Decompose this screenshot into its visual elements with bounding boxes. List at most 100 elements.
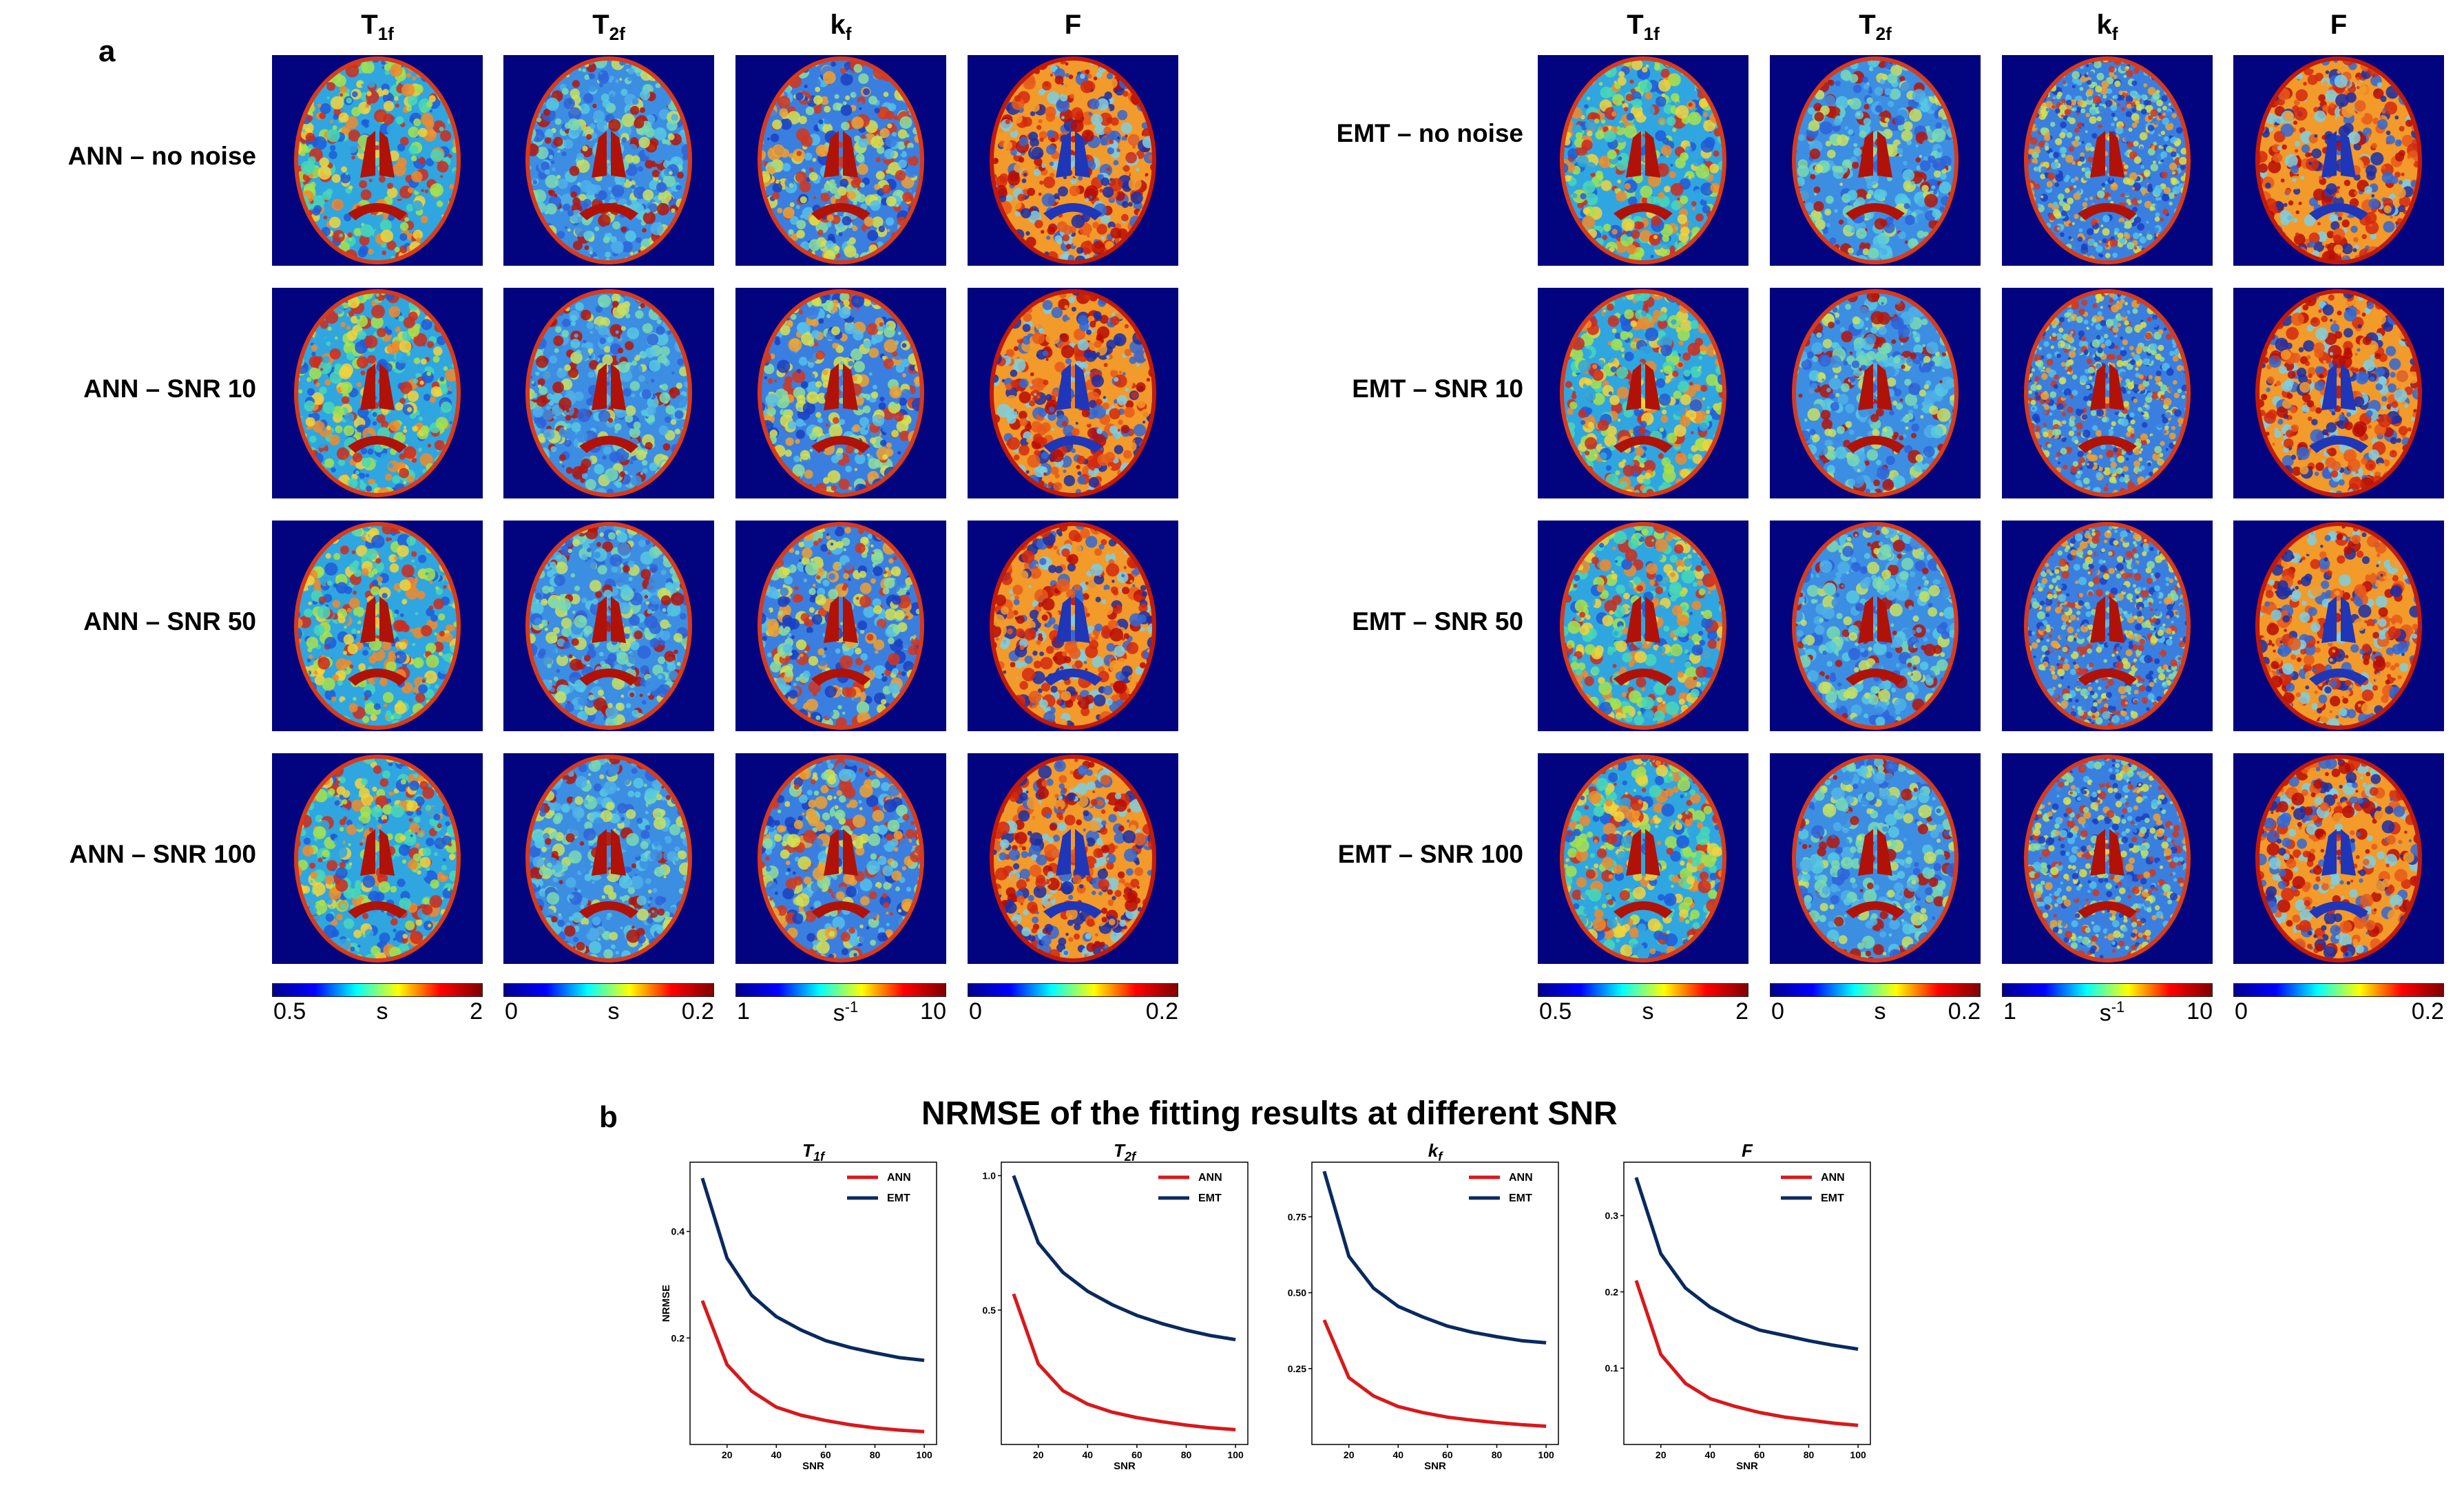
right-map-r4-c4 xyxy=(2233,753,2444,964)
x-tick-label: 40 xyxy=(771,1449,782,1460)
y-tick-label: 0.75 xyxy=(1288,1211,1306,1222)
right-map-r2-c2 xyxy=(1770,288,1981,498)
left-map-r2-c3 xyxy=(735,288,946,498)
right-colorbar-1-unit: s xyxy=(1642,998,1654,1025)
legend-label-ann: ANN xyxy=(1198,1172,1222,1184)
left-map-r3-c3 xyxy=(735,521,946,731)
x-tick-label: 100 xyxy=(1227,1449,1244,1460)
left-colorbar-1-unit: s xyxy=(377,998,388,1025)
right-row-label-4: EMT – SNR 100 xyxy=(1338,840,1523,869)
right-map-r4-c3 xyxy=(2002,753,2213,964)
left-map-r4-c1 xyxy=(272,753,483,964)
x-tick-label: 20 xyxy=(1656,1449,1667,1460)
col-head-base: T xyxy=(361,10,377,40)
left-colorbar-1 xyxy=(272,983,483,997)
left-row-label-2: ANN – SNR 10 xyxy=(83,375,256,403)
right-colorbar-4-min: 0 xyxy=(2235,998,2248,1025)
left-colorbar-2-unit: s xyxy=(608,998,620,1025)
x-tick-label: 100 xyxy=(916,1449,932,1460)
right-map-r3-c3 xyxy=(2002,521,2213,731)
right-map-r2-c1 xyxy=(1538,288,1748,498)
x-tick-label: 80 xyxy=(870,1449,881,1460)
left-map-r4-c4 xyxy=(968,753,1178,964)
panel-b-title: NRMSE of the fitting results at differen… xyxy=(921,1095,1618,1133)
right-colorbar-3-min: 1 xyxy=(2003,998,2016,1025)
legend-label-emt: EMT xyxy=(1198,1192,1222,1204)
left-colorbar-4-min: 0 xyxy=(969,998,982,1025)
right-map-r1-c4 xyxy=(2233,55,2444,266)
y-tick-label: 0.2 xyxy=(1605,1286,1619,1297)
right-map-r3-c1 xyxy=(1538,521,1748,731)
left-map-r4-c2 xyxy=(503,753,714,964)
left-colorbar-3-max: 10 xyxy=(920,998,946,1025)
left-map-r2-c4 xyxy=(968,288,1178,498)
left-map-r1-c3 xyxy=(735,55,946,266)
chart-title: kf xyxy=(1428,1142,1443,1164)
x-tick-label: 20 xyxy=(1033,1449,1044,1460)
left-colorbar-3-unit: s-1 xyxy=(833,998,859,1027)
right-map-r1-c2 xyxy=(1770,55,1981,266)
x-tick-label: 100 xyxy=(1850,1449,1866,1460)
right-col-head-4: F xyxy=(2233,10,2444,41)
legend-label-ann: ANN xyxy=(1821,1172,1845,1184)
left-col-head-3: kf xyxy=(735,10,946,45)
left-map-r4-c3 xyxy=(735,753,946,964)
colorbar-unit-sup: -1 xyxy=(845,998,859,1016)
right-map-r4-c1 xyxy=(1538,753,1748,964)
y-tick-label: 0.4 xyxy=(671,1226,685,1237)
left-col-head-4: F xyxy=(968,10,1178,41)
left-map-r3-c4 xyxy=(968,521,1178,731)
right-col-head-2: T2f xyxy=(1770,10,1981,45)
right-colorbar-3-unit: s-1 xyxy=(2100,998,2125,1027)
x-tick-label: 60 xyxy=(1131,1449,1142,1460)
left-map-r2-c2 xyxy=(503,288,714,498)
left-map-r1-c4 xyxy=(968,55,1178,266)
left-colorbar-2-min: 0 xyxy=(505,998,518,1025)
right-colorbar-2-unit: s xyxy=(1875,998,1886,1025)
left-colorbar-4-max: 0.2 xyxy=(1146,998,1178,1025)
y-axis-label: NRMSE xyxy=(661,1285,672,1322)
plot-frame xyxy=(1001,1162,1248,1444)
legend-label-emt: EMT xyxy=(1821,1192,1844,1204)
right-colorbar-2-max: 0.2 xyxy=(1948,998,1981,1025)
left-col-head-2: T2f xyxy=(503,10,714,45)
left-row-label-1: ANN – no noise xyxy=(68,142,256,171)
left-col-head-1: T1f xyxy=(272,10,483,45)
series-line-ann xyxy=(1324,1320,1546,1426)
x-axis-label: SNR xyxy=(1424,1460,1446,1472)
panel-a-letter: a xyxy=(98,34,115,69)
x-tick-label: 20 xyxy=(1344,1449,1355,1460)
y-tick-label: 0.3 xyxy=(1605,1210,1619,1221)
legend-label-emt: EMT xyxy=(1509,1192,1532,1204)
left-colorbar-1-min: 0.5 xyxy=(273,998,306,1025)
right-col-head-3: kf xyxy=(2002,10,2213,45)
x-tick-label: 100 xyxy=(1538,1449,1554,1460)
col-head-base: k xyxy=(2097,10,2112,40)
right-row-label-3: EMT – SNR 50 xyxy=(1352,607,1523,636)
x-tick-label: 80 xyxy=(1492,1449,1503,1460)
x-axis-label: SNR xyxy=(802,1460,824,1472)
x-tick-label: 60 xyxy=(820,1449,831,1460)
col-head-sub: 1f xyxy=(1644,23,1660,44)
plot-frame xyxy=(690,1162,937,1444)
right-map-r3-c4 xyxy=(2233,521,2444,731)
col-head-base: T xyxy=(1627,10,1643,40)
left-colorbar-3-min: 1 xyxy=(737,998,750,1025)
x-tick-label: 20 xyxy=(722,1449,733,1460)
left-map-r3-c2 xyxy=(503,521,714,731)
left-colorbar-4 xyxy=(968,983,1178,997)
right-colorbar-3-max: 10 xyxy=(2186,998,2213,1025)
legend-label-emt: EMT xyxy=(887,1192,910,1204)
col-head-base: T xyxy=(1859,10,1875,40)
plot-frame xyxy=(1312,1162,1558,1444)
col-head-base: F xyxy=(1065,10,1081,40)
col-head-base: T xyxy=(592,10,609,40)
left-colorbar-2-max: 0.2 xyxy=(682,998,714,1025)
right-colorbar-1-min: 0.5 xyxy=(1539,998,1572,1025)
